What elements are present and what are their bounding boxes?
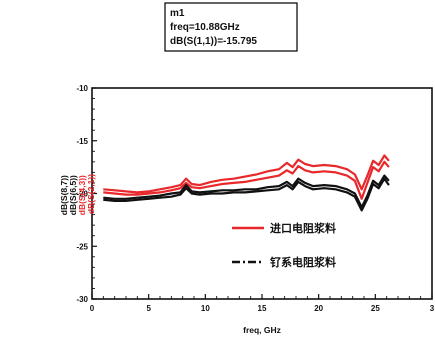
marker-readout-box: [164, 2, 298, 52]
legend-item-imported: 进口电阻浆料: [232, 221, 336, 235]
x-tick-label: 20: [314, 304, 323, 313]
y-tick-label: -10: [76, 84, 88, 93]
series-line-3: [103, 174, 390, 209]
marker-readout: m1 freq=10.88GHz dB(S(1,1))=-15.795: [164, 2, 298, 52]
x-axis-title: freq, GHz: [243, 325, 281, 335]
y-axis-title-part-s65: dB(S(6,5)): [68, 175, 78, 215]
marker-name: m1: [170, 8, 185, 19]
y-tick-label: -25: [76, 242, 88, 251]
x-tick-label: 0: [90, 304, 95, 313]
x-tick-label: 10: [201, 304, 210, 313]
legend-item-ruthenium: 钌系电阻浆料: [232, 255, 336, 269]
y-tick-label: -20: [76, 190, 88, 199]
y-tick-label: -15: [76, 137, 88, 146]
y-axis-title-part-s21: dB(S(2,1)): [86, 174, 96, 214]
y-axis-title: dB(S(8,7)) dB(S(6,5)) dB(S(4,3)) dB(S(2,…: [59, 173, 96, 216]
marker-value: dB(S(1,1))=-15.795: [170, 36, 257, 47]
y-axis-title-part-s43: dB(S(4,3)): [77, 175, 87, 215]
series-group: [103, 154, 390, 212]
y-tick-label: -30: [76, 295, 88, 304]
legend: 进口电阻浆料 钌系电阻浆料: [232, 221, 336, 269]
x-tick-label: 25: [371, 304, 380, 313]
series-line-1: [103, 154, 390, 194]
x-tick-label: 3: [430, 304, 435, 313]
x-tick-label: 5: [146, 304, 151, 313]
series-line-4: [103, 177, 390, 212]
x-tick-label: 15: [258, 304, 267, 313]
legend-label-imported: 进口电阻浆料: [270, 221, 336, 235]
marker-freq: freq=10.88GHz: [170, 22, 240, 33]
axis-ticks: 0 5 10 15 20 25 3 -30 -25 -20 -15 -10: [76, 84, 434, 313]
y-axis-title-part-s87: dB(S(8,7)): [59, 175, 69, 215]
legend-label-ruthenium: 钌系电阻浆料: [270, 255, 336, 269]
series-line-2: [103, 160, 390, 200]
